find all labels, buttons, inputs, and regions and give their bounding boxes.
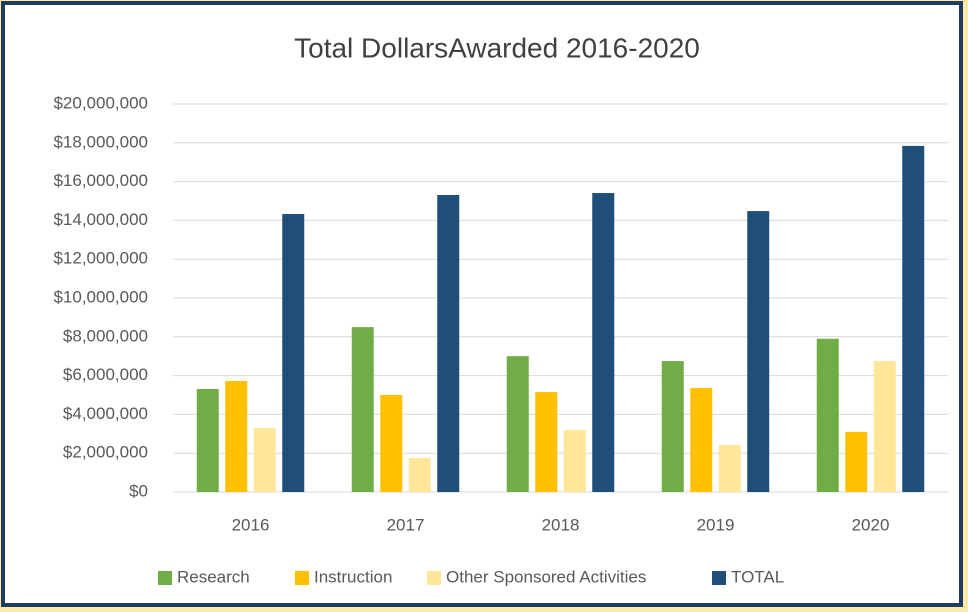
x-tick-label: 2017 — [387, 515, 425, 534]
bar — [253, 427, 276, 492]
bar — [718, 445, 741, 492]
legend-label: Research — [177, 567, 250, 586]
bar — [592, 193, 615, 492]
x-tick-label: 2018 — [542, 515, 580, 534]
bar — [661, 361, 684, 492]
bar — [563, 429, 586, 492]
legend-swatch — [295, 571, 309, 585]
bar — [535, 392, 558, 492]
bar — [506, 356, 529, 492]
x-tick-label: 2020 — [852, 515, 890, 534]
legend-label: Other Sponsored Activities — [446, 567, 646, 586]
legend-swatch — [427, 571, 441, 585]
bar — [816, 338, 839, 492]
x-tick-label: 2019 — [697, 515, 735, 534]
y-tick-label: $4,000,000 — [63, 404, 148, 423]
bar — [873, 361, 896, 492]
bar — [408, 458, 431, 492]
bar — [690, 388, 713, 492]
legend-label: TOTAL — [731, 567, 784, 586]
y-tick-label: $2,000,000 — [63, 443, 148, 462]
y-tick-label: $8,000,000 — [63, 326, 148, 345]
legend-swatch — [158, 571, 172, 585]
y-tick-label: $20,000,000 — [53, 93, 148, 112]
bar — [351, 327, 374, 492]
bar — [196, 388, 219, 492]
bar — [437, 194, 460, 492]
chart-title: Total DollarsAwarded 2016-2020 — [294, 32, 700, 63]
bar — [282, 213, 305, 493]
legend-swatch — [712, 571, 726, 585]
y-tick-label: $0 — [129, 481, 148, 500]
y-tick-label: $16,000,000 — [53, 171, 148, 190]
legend-label: Instruction — [314, 567, 392, 586]
y-tick-label: $6,000,000 — [63, 365, 148, 384]
y-tick-label: $12,000,000 — [53, 249, 148, 268]
y-tick-label: $18,000,000 — [53, 132, 148, 151]
y-tick-label: $10,000,000 — [53, 287, 148, 306]
bar — [747, 211, 770, 492]
bar — [845, 431, 868, 492]
x-tick-label: 2016 — [232, 515, 270, 534]
y-tick-label: $14,000,000 — [53, 210, 148, 229]
bar — [225, 381, 248, 492]
bar — [902, 145, 925, 493]
bar — [380, 395, 403, 492]
